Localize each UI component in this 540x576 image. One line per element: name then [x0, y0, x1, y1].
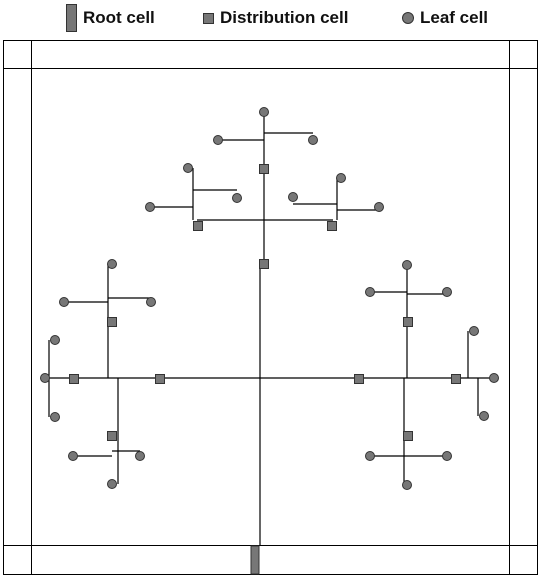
distribution-cell — [451, 374, 461, 384]
legend-item-root: Root cell — [66, 4, 155, 32]
distribution-cell — [403, 431, 413, 441]
leaf-cell — [469, 326, 479, 336]
leaf-cell — [402, 480, 412, 490]
leaf-cell — [442, 287, 452, 297]
wire-top-right — [293, 178, 379, 220]
distribution-cell — [327, 221, 337, 231]
leaf-cell — [365, 287, 375, 297]
leaf-cell — [232, 193, 242, 203]
distribution-cell — [69, 374, 79, 384]
frame-outer — [3, 40, 538, 575]
legend-label-leaf: Leaf cell — [420, 8, 489, 27]
wire-top-left — [150, 168, 237, 220]
leaf-cell — [259, 107, 269, 117]
legend: Root cell Distribution cell Leaf cell — [0, 0, 540, 36]
leaf-cell — [442, 451, 452, 461]
leaf-cell — [50, 335, 60, 345]
leaf-cell — [50, 412, 60, 422]
legend-item-leaf: Leaf cell — [402, 6, 488, 30]
leaf-cell — [68, 451, 78, 461]
distribution-cell — [193, 221, 203, 231]
distribution-cell — [107, 317, 117, 327]
distribution-cell — [259, 259, 269, 269]
leaf-cell — [489, 373, 499, 383]
distribution-cell — [403, 317, 413, 327]
leaf-cell — [59, 297, 69, 307]
legend-label-distribution: Distribution cell — [220, 8, 349, 27]
leaf-cell — [308, 135, 318, 145]
wire-top-upper — [197, 219, 333, 263]
distribution-cell — [259, 164, 269, 174]
frame — [3, 40, 538, 575]
leaf-cell — [402, 260, 412, 270]
leaf-cell — [336, 173, 346, 183]
wire-left-lower — [73, 378, 140, 484]
leaf-cell — [213, 135, 223, 145]
leaf-cell — [107, 259, 117, 269]
distribution-cell — [107, 431, 117, 441]
leaf-cell-circle-icon — [402, 12, 414, 24]
legend-item-distribution: Distribution cell — [203, 6, 348, 30]
distribution-cell-square-icon — [203, 12, 214, 24]
legend-label-root: Root cell — [83, 8, 155, 27]
leaf-cells — [40, 107, 499, 490]
distribution-cell — [155, 374, 165, 384]
leaf-cell — [146, 297, 156, 307]
root-cell-bar-icon — [66, 4, 77, 32]
leaf-cell — [183, 163, 193, 173]
leaf-cell — [40, 373, 50, 383]
leaf-cell — [365, 451, 375, 461]
leaf-cell — [145, 202, 155, 212]
distribution-cell — [354, 374, 364, 384]
leaf-cell — [135, 451, 145, 461]
distribution-cells — [69, 164, 461, 441]
root-cell — [250, 545, 260, 575]
leaf-cell — [288, 192, 298, 202]
leaf-cell — [107, 479, 117, 489]
leaf-cell — [374, 202, 384, 212]
leaf-cell — [479, 411, 489, 421]
